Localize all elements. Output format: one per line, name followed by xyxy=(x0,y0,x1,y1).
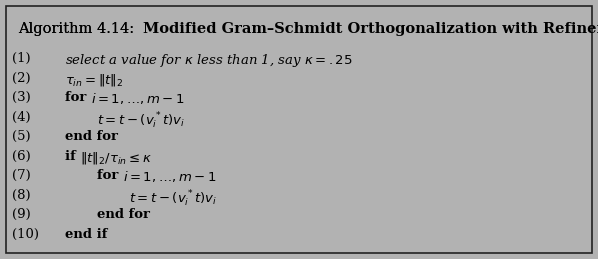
Text: (3): (3) xyxy=(12,91,30,104)
Text: $i = 1,\ldots,m-1$: $i = 1,\ldots,m-1$ xyxy=(91,91,185,106)
Text: $t = t - (v_i^*t)v_i$: $t = t - (v_i^*t)v_i$ xyxy=(97,111,185,131)
Text: for: for xyxy=(65,91,91,104)
Text: (5): (5) xyxy=(12,130,30,143)
Text: (2): (2) xyxy=(12,71,30,84)
Text: (10): (10) xyxy=(12,227,39,241)
Text: select a value for $\kappa$ less than 1, say $\kappa = .25$: select a value for $\kappa$ less than 1,… xyxy=(65,52,353,69)
Text: Algorithm 4.14:: Algorithm 4.14: xyxy=(18,22,144,36)
Text: (4): (4) xyxy=(12,111,30,124)
Text: (9): (9) xyxy=(12,208,30,221)
Text: end for: end for xyxy=(97,208,150,221)
Text: (6): (6) xyxy=(12,149,30,162)
Text: $\tau_{in} = \|t\|_2$: $\tau_{in} = \|t\|_2$ xyxy=(65,71,124,88)
Text: Algorithm 4.14:: Algorithm 4.14: xyxy=(18,22,144,36)
Text: $\|t\|_2/\tau_{in} \leq \kappa$: $\|t\|_2/\tau_{in} \leq \kappa$ xyxy=(80,149,152,166)
Text: $t = t - (v_i^*t)v_i$: $t = t - (v_i^*t)v_i$ xyxy=(129,189,217,209)
Text: $i = 1,\ldots,m-1$: $i = 1,\ldots,m-1$ xyxy=(123,169,216,184)
Text: (7): (7) xyxy=(12,169,30,182)
Text: end if: end if xyxy=(65,227,108,241)
Text: if: if xyxy=(65,149,80,162)
Text: (1): (1) xyxy=(12,52,30,65)
Text: for: for xyxy=(97,169,123,182)
Text: Modified Gram–Schmidt Orthogonalization with Refinement: Modified Gram–Schmidt Orthogonalization … xyxy=(144,22,598,36)
Text: end for: end for xyxy=(65,130,118,143)
Text: (8): (8) xyxy=(12,189,30,202)
